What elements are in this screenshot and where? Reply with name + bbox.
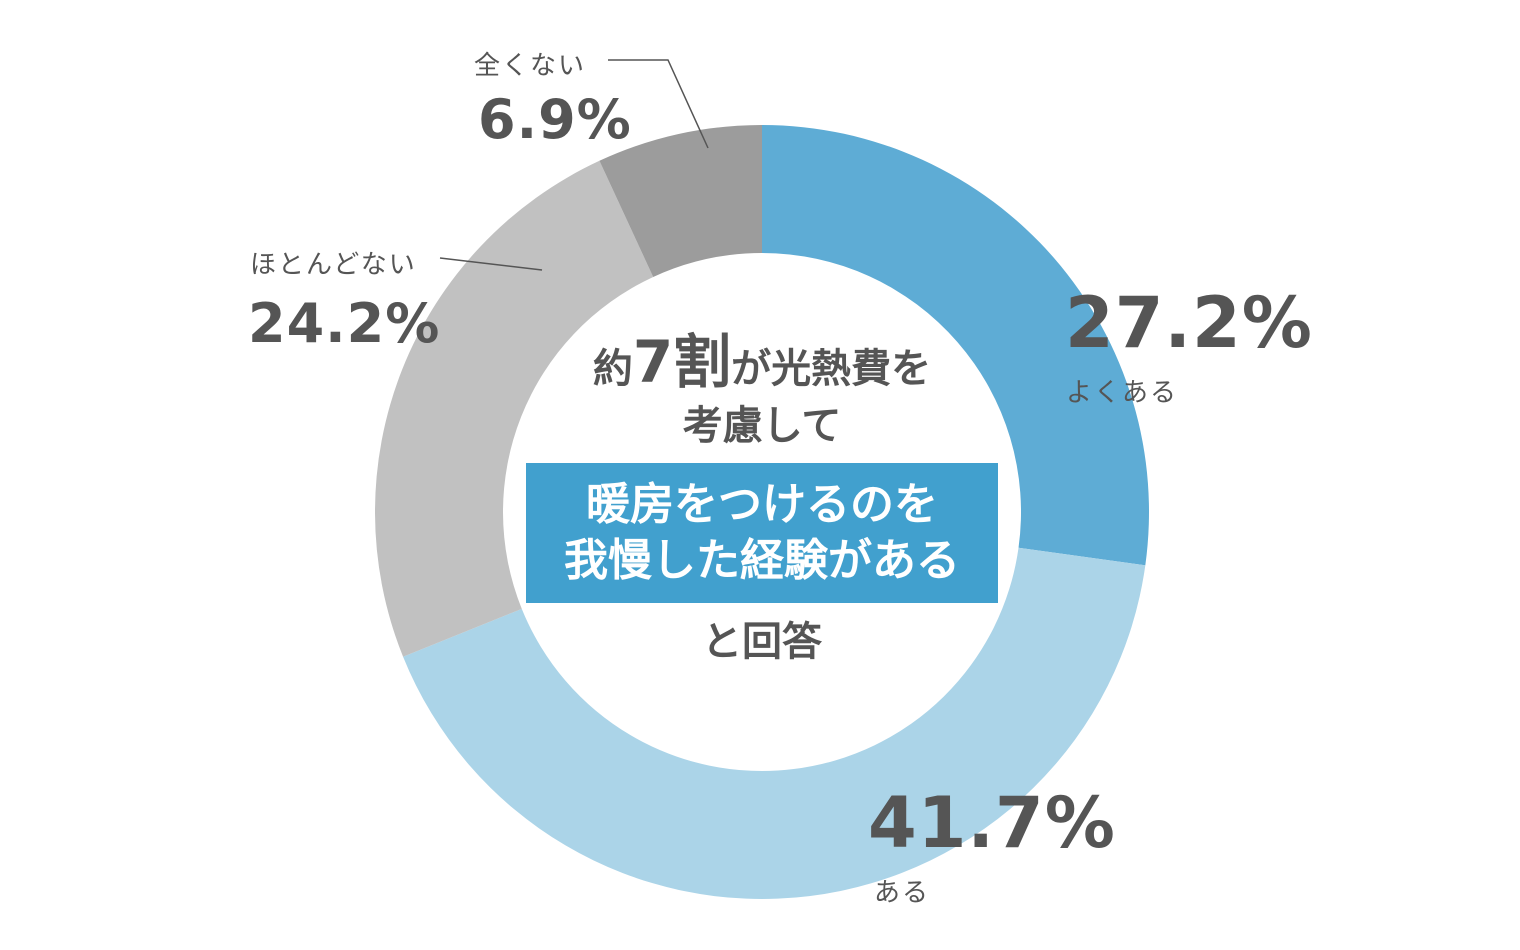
center-text-line2: 考慮して — [682, 403, 842, 449]
slice-label-rarely: ほとんどない — [250, 250, 417, 280]
center-text-line3: と回答 — [702, 619, 822, 665]
slice-label-often: よくある — [1066, 378, 1179, 408]
slice-value-rarely: 24.2% — [248, 292, 441, 355]
highlight-line1: 暖房をつけるのを — [586, 479, 938, 530]
slice-value-often: 27.2% — [1065, 282, 1313, 364]
slice-sometimes — [403, 547, 1146, 900]
slice-rarely — [375, 160, 654, 657]
slice-never — [599, 125, 762, 277]
slice-label-never: 全くない — [474, 51, 587, 81]
slice-value-never: 6.9% — [478, 88, 632, 151]
slice-label-sometimes: ある — [874, 878, 931, 908]
highlight-box: 暖房をつけるのを 我慢した経験がある — [526, 463, 998, 603]
leader-line-never — [608, 59, 709, 149]
slice-often — [762, 125, 1149, 566]
center-message: 約7割が光熱費を 考慮して 暖房をつけるのを 我慢した経験がある と回答 — [520, 330, 1004, 677]
slice-value-sometimes: 41.7% — [868, 782, 1116, 864]
center-text-post: が光熱費を — [731, 346, 932, 392]
highlight-line2: 我慢した経験がある — [564, 535, 960, 586]
center-text-pre: 約 — [592, 346, 633, 392]
leader-line-rarely — [439, 257, 543, 271]
center-text-big: 7割 — [632, 328, 732, 396]
